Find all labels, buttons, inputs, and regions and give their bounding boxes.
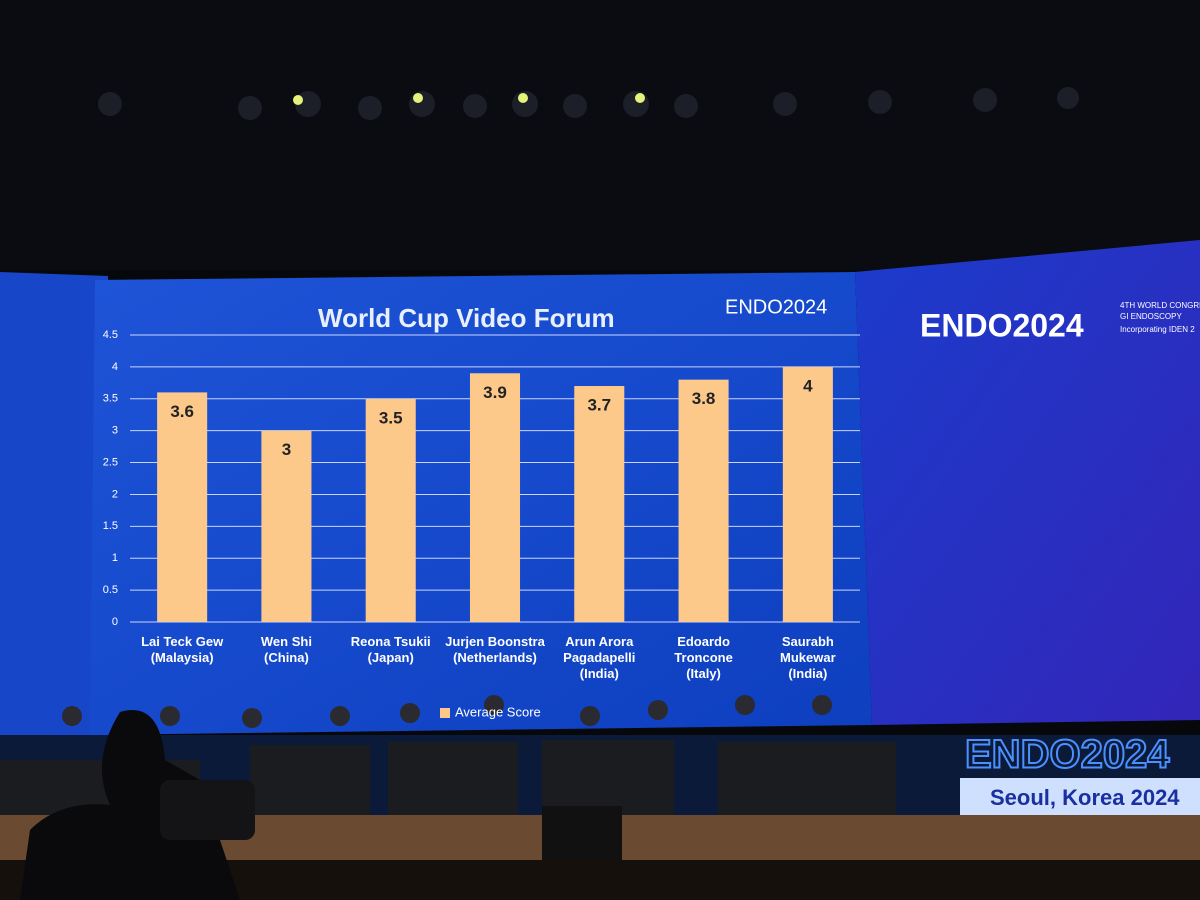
bar bbox=[469, 373, 521, 622]
x-tick-label: Edoardo Troncone (Italy) bbox=[674, 634, 733, 681]
x-tick-label: Saurabh Mukewar (India) bbox=[780, 634, 836, 681]
ceiling bbox=[0, 0, 1200, 270]
data-label: 3.7 bbox=[587, 396, 611, 415]
data-label: 3.6 bbox=[170, 402, 194, 421]
camera bbox=[160, 780, 255, 840]
x-tick-label: Wen Shi (China) bbox=[260, 634, 312, 665]
data-label: 3.8 bbox=[692, 389, 716, 408]
y-tick-label: 3 bbox=[112, 425, 118, 437]
y-tick-label: 4.5 bbox=[103, 329, 118, 341]
legend-label: Average Score bbox=[455, 704, 541, 719]
y-tick-label: 2.5 bbox=[103, 456, 118, 468]
data-label: 3.5 bbox=[379, 408, 403, 427]
x-tick-label: Reona Tsukii (Japan) bbox=[350, 634, 431, 665]
data-label: 3 bbox=[282, 440, 291, 459]
side-line1: 4TH WORLD CONGRESS bbox=[1120, 301, 1200, 310]
data-label: 4 bbox=[803, 376, 813, 395]
bar bbox=[157, 392, 208, 622]
venue: Seoul, Korea 2024 bbox=[990, 785, 1180, 810]
side-logo: ENDO2024 bbox=[920, 307, 1084, 343]
chart-logo: ENDO2024 bbox=[725, 296, 827, 318]
side-screen bbox=[855, 240, 1200, 725]
y-tick-label: 2 bbox=[112, 488, 118, 500]
bar bbox=[782, 366, 833, 622]
chart-title: World Cup Video Forum bbox=[318, 303, 615, 333]
data-label: 3.9 bbox=[483, 383, 507, 402]
monitor-speaker bbox=[542, 806, 622, 860]
side-line3: Incorporating IDEN 2 bbox=[1120, 325, 1195, 334]
stage-lights bbox=[98, 87, 1079, 120]
x-tick-label: Jurjen Boonstra (Netherlands) bbox=[445, 634, 545, 665]
bar bbox=[365, 398, 416, 622]
bar bbox=[261, 430, 312, 622]
y-tick-label: 4 bbox=[112, 361, 118, 373]
y-tick-label: 1 bbox=[112, 552, 118, 564]
y-tick-label: 1.5 bbox=[103, 520, 118, 532]
bar bbox=[678, 379, 729, 622]
y-tick-label: 0 bbox=[112, 616, 118, 628]
y-tick-label: 0.5 bbox=[103, 584, 118, 596]
backdrop-logo: ENDO2024 bbox=[965, 733, 1170, 777]
x-tick-label: Lai Teck Gew (Malaysia) bbox=[141, 634, 224, 665]
venue-box bbox=[960, 778, 1200, 818]
lit-lamps bbox=[293, 93, 645, 105]
side-line2: GI ENDOSCOPY bbox=[1120, 312, 1182, 321]
legend-swatch bbox=[440, 708, 450, 718]
y-tick-label: 3.5 bbox=[103, 393, 118, 405]
left-screen bbox=[0, 272, 108, 740]
bar bbox=[574, 386, 625, 622]
photographer bbox=[20, 710, 240, 900]
panelists bbox=[62, 695, 832, 728]
x-tick-label: Arun Arora Pagadapelli (India) bbox=[563, 634, 636, 681]
